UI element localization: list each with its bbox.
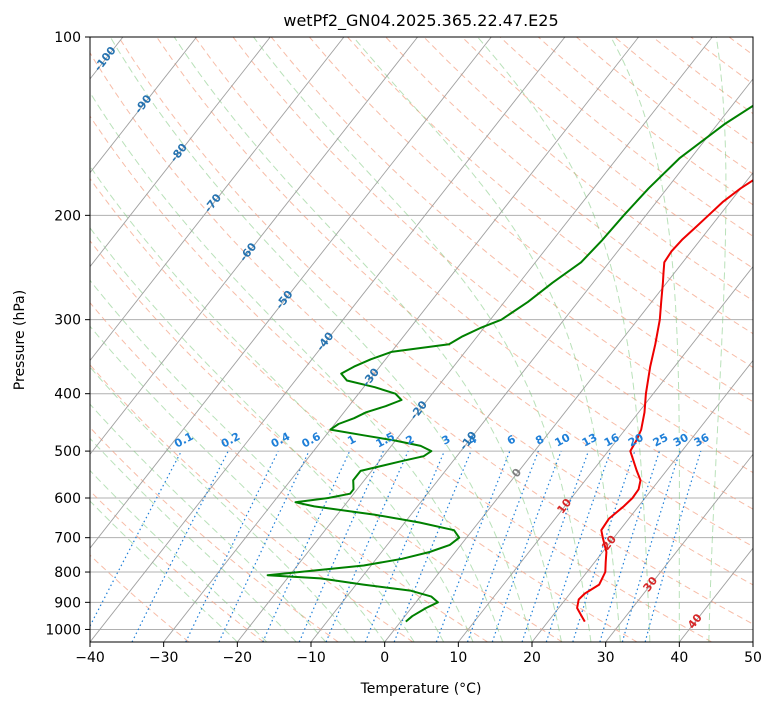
x-tick-label: 50 [744, 650, 762, 666]
chart-title: wetPf2_GN04.2025.365.22.47.E25 [283, 11, 558, 31]
y-tick-label: 500 [54, 444, 81, 460]
y-tick-label: 800 [54, 565, 81, 581]
x-tick-label: 30 [597, 650, 615, 666]
x-tick-label: −20 [223, 650, 253, 666]
y-axis-label: Pressure (hPa) [12, 290, 28, 390]
y-tick-label: 900 [54, 595, 81, 611]
x-tick-label: 10 [449, 650, 467, 666]
y-tick-label: 1000 [45, 622, 81, 638]
x-tick-label: 40 [670, 650, 688, 666]
y-tick-label: 100 [54, 30, 81, 46]
y-tick-label: 700 [54, 531, 81, 547]
x-tick-label: −40 [75, 650, 105, 666]
y-tick-label: 200 [54, 208, 81, 224]
y-tick-label: 300 [54, 313, 81, 329]
y-tick-label: 600 [54, 491, 81, 507]
x-tick-label: −30 [149, 650, 179, 666]
x-tick-label: 20 [523, 650, 541, 666]
x-axis-label: Temperature (°C) [360, 681, 482, 697]
x-tick-label: 0 [380, 650, 389, 666]
x-tick-label: −10 [296, 650, 326, 666]
y-tick-label: 400 [54, 387, 81, 403]
